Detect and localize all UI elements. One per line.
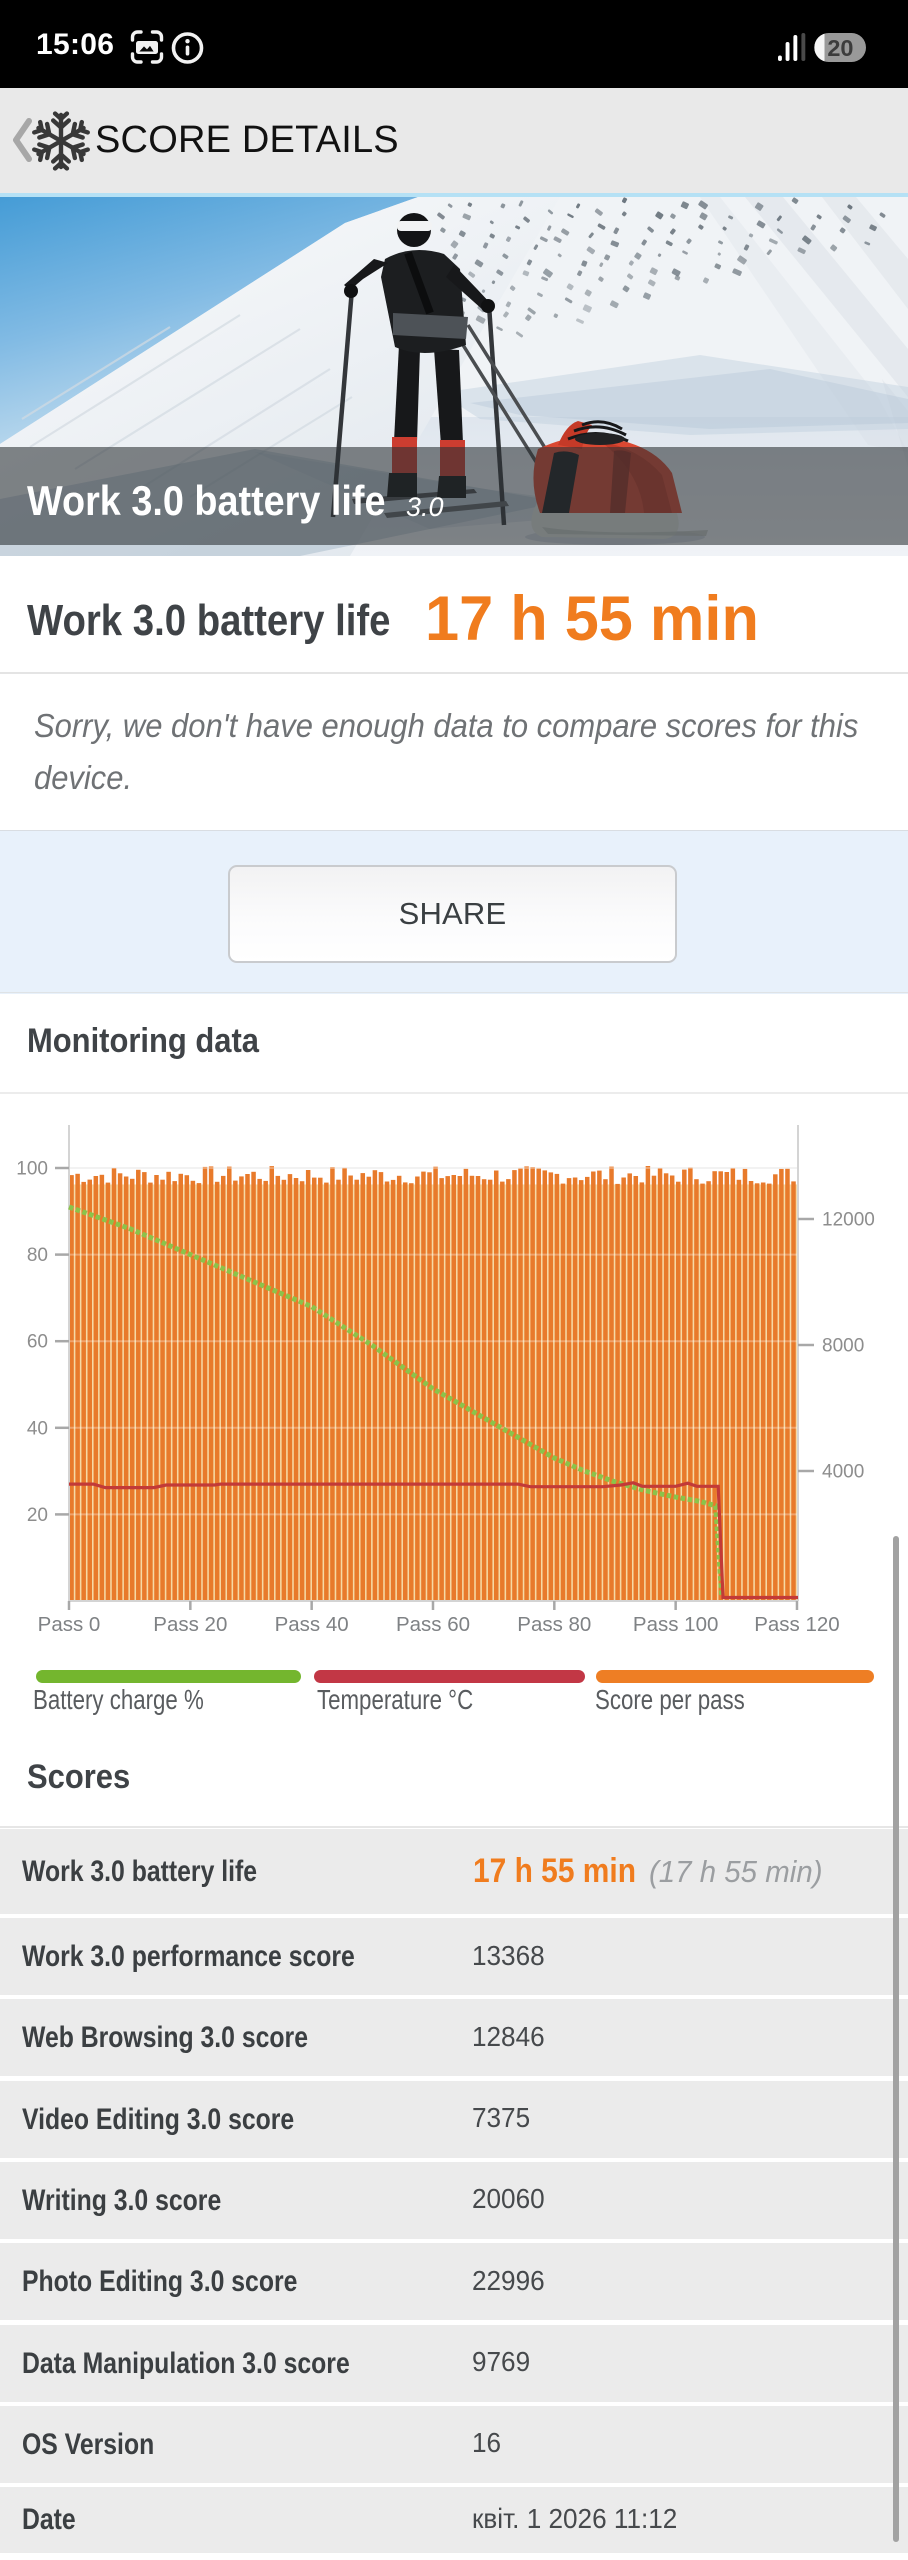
svg-text:Pass 20: Pass 20 bbox=[153, 1613, 227, 1636]
svg-text:Pass 60: Pass 60 bbox=[396, 1613, 470, 1636]
svg-text:40: 40 bbox=[27, 1418, 48, 1439]
svg-text:100: 100 bbox=[16, 1159, 48, 1180]
svg-text:Temperature °C: Temperature °C bbox=[317, 1685, 473, 1716]
svg-text:80: 80 bbox=[27, 1245, 48, 1266]
svg-text:Battery charge %: Battery charge % bbox=[33, 1685, 204, 1716]
svg-text:4000: 4000 bbox=[822, 1462, 864, 1483]
svg-text:20: 20 bbox=[827, 35, 853, 61]
svg-text:60: 60 bbox=[27, 1332, 48, 1353]
svg-text:Pass 80: Pass 80 bbox=[517, 1613, 591, 1636]
svg-text:Pass 40: Pass 40 bbox=[275, 1613, 349, 1636]
svg-text:Pass 100: Pass 100 bbox=[633, 1613, 718, 1636]
svg-text:Pass 120: Pass 120 bbox=[754, 1613, 839, 1636]
svg-text:20: 20 bbox=[27, 1505, 48, 1526]
svg-text:Pass 0: Pass 0 bbox=[38, 1613, 101, 1636]
svg-text:8000: 8000 bbox=[822, 1336, 864, 1357]
svg-text:Score per pass: Score per pass bbox=[595, 1685, 745, 1716]
svg-text:12000: 12000 bbox=[822, 1210, 875, 1231]
